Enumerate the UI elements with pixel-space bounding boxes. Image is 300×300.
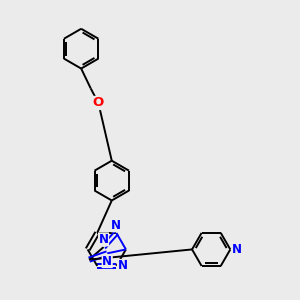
Text: N: N [232,243,242,256]
Text: N: N [118,260,128,272]
Text: O: O [93,97,104,110]
Text: N: N [102,254,112,268]
Text: N: N [99,233,109,246]
Text: N: N [111,219,121,232]
